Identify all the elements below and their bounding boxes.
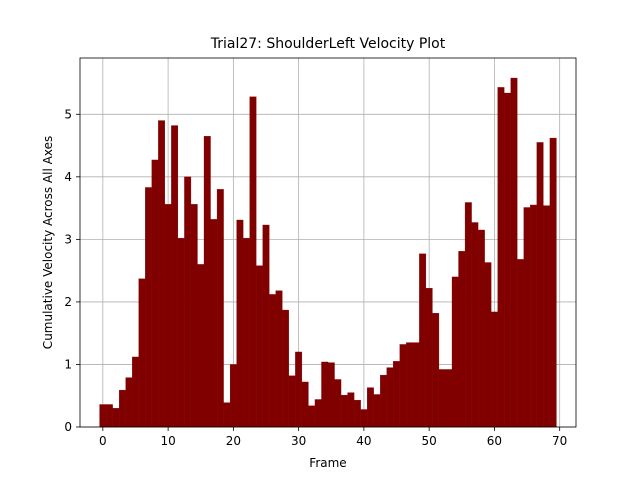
bar — [269, 294, 276, 428]
x-tick-label: 20 — [226, 434, 241, 448]
bar — [216, 189, 224, 428]
bar — [425, 288, 433, 428]
bar — [484, 262, 492, 428]
bar — [491, 311, 498, 428]
bar — [256, 265, 263, 428]
y-tick-label: 0 — [64, 420, 72, 434]
bar — [112, 408, 120, 428]
bar — [523, 207, 531, 428]
bar — [471, 222, 479, 428]
bar — [334, 379, 342, 428]
bar — [145, 187, 152, 428]
y-tick-label: 4 — [64, 170, 72, 184]
bar — [203, 136, 211, 428]
bar — [327, 362, 335, 428]
bar — [119, 389, 126, 428]
bars-layer — [99, 77, 557, 428]
y-axis-label: Cumulative Velocity Across All Axes — [41, 136, 55, 349]
x-tick-label: 50 — [422, 434, 437, 448]
y-tick-label: 2 — [64, 295, 72, 309]
bar — [138, 278, 146, 428]
bar — [132, 356, 139, 428]
bar — [105, 404, 113, 428]
bar — [295, 351, 303, 428]
y-tick-label: 1 — [64, 357, 72, 371]
bar — [308, 405, 316, 428]
x-tick-label: 0 — [99, 434, 107, 448]
bar — [210, 219, 218, 428]
bar — [458, 251, 466, 428]
bar — [549, 137, 557, 428]
bar — [243, 237, 250, 428]
bar — [360, 409, 368, 428]
bar — [184, 176, 192, 428]
bar — [464, 202, 472, 428]
bar — [451, 276, 459, 428]
x-tick-label: 70 — [552, 434, 567, 448]
bar — [399, 344, 407, 428]
bar — [197, 264, 205, 428]
bar — [158, 120, 165, 428]
ticks-layer: 0 10 20 30 40 50 60 70 0 1 2 3 4 5 — [64, 107, 567, 448]
bar — [543, 205, 551, 428]
x-tick-label: 40 — [356, 434, 371, 448]
bar — [151, 159, 159, 428]
bar — [164, 204, 172, 428]
bar — [380, 374, 387, 428]
bar — [275, 290, 283, 428]
bar — [406, 342, 413, 428]
x-axis-label: Frame — [309, 456, 346, 470]
bar — [262, 224, 270, 428]
bar — [229, 364, 237, 428]
x-tick-label: 30 — [291, 434, 306, 448]
bar — [171, 125, 179, 428]
y-tick-label: 3 — [64, 232, 72, 246]
bar — [190, 204, 198, 428]
bar — [445, 369, 453, 428]
bar — [353, 399, 361, 428]
bar — [497, 87, 505, 428]
plot-frame — [79, 57, 577, 428]
bar — [321, 361, 329, 428]
bar — [412, 342, 420, 428]
bar — [99, 404, 107, 428]
bar — [177, 237, 185, 428]
bar — [517, 259, 524, 428]
bar — [288, 375, 296, 428]
bar — [536, 142, 544, 428]
bar — [477, 229, 485, 428]
bar — [386, 367, 394, 428]
x-tick-label: 10 — [160, 434, 175, 448]
bar — [432, 313, 440, 428]
bar — [438, 369, 446, 428]
y-tick-label: 5 — [64, 107, 72, 121]
bar — [249, 96, 257, 428]
bar — [282, 309, 289, 428]
bar — [236, 219, 244, 428]
bar — [373, 394, 381, 428]
bar — [314, 399, 322, 428]
x-tick-label: 60 — [487, 434, 502, 448]
bar — [393, 361, 400, 428]
bar — [340, 394, 348, 428]
bar — [347, 392, 355, 428]
bar — [510, 77, 518, 428]
chart-title: Trial27: ShoulderLeft Velocity Plot — [210, 36, 446, 52]
bar — [504, 92, 511, 428]
bar — [419, 253, 427, 428]
bar — [125, 377, 133, 428]
bar — [367, 387, 374, 428]
bar — [301, 381, 309, 428]
bar — [530, 204, 537, 428]
bar — [223, 402, 231, 428]
